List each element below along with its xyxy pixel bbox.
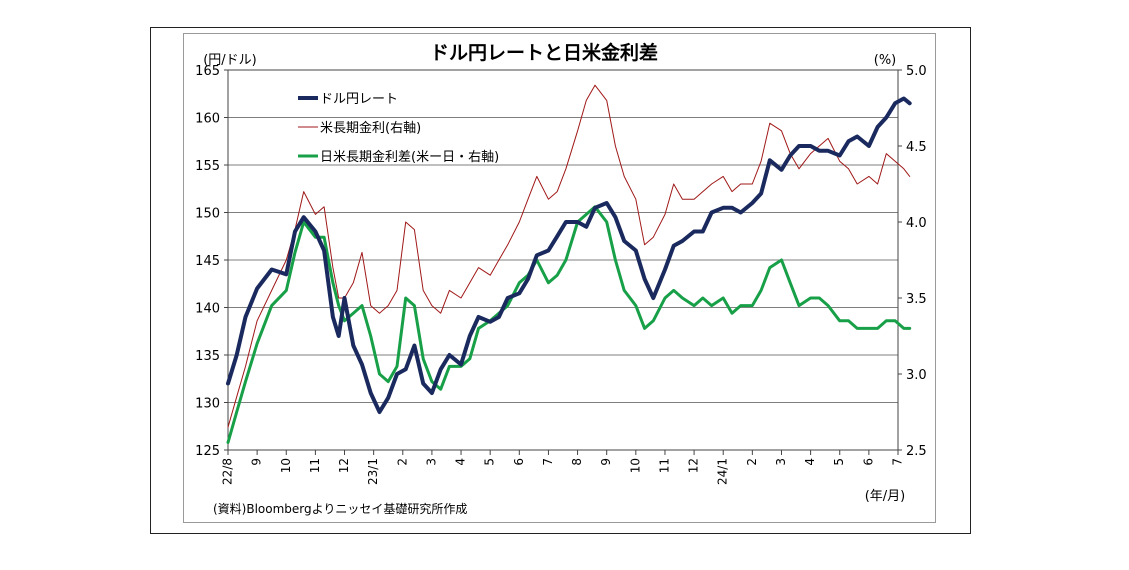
x-tick-label: 12 <box>337 458 351 473</box>
x-tick-label: 10 <box>279 458 293 473</box>
series-line-usdjpy <box>226 96 912 414</box>
left-tick-label: 135 <box>195 349 220 364</box>
x-tick-label: 2 <box>745 458 759 466</box>
axes: 1651601551501451401351301255.04.54.03.53… <box>195 64 927 485</box>
x-tick-label: 11 <box>657 458 671 473</box>
series-lines <box>226 84 912 444</box>
right-tick-label: 3.0 <box>906 368 927 383</box>
x-tick-label: 2 <box>395 458 409 466</box>
left-tick-label: 160 <box>195 112 220 127</box>
left-tick-label: 125 <box>195 444 220 459</box>
x-tick-label: 3 <box>774 458 788 466</box>
x-axis-unit: (年/月) <box>865 489 906 504</box>
x-tick-label: 23/1 <box>366 458 380 485</box>
right-tick-label: 3.5 <box>906 292 927 307</box>
right-tick-label: 2.5 <box>906 444 927 459</box>
x-tick-label: 24/1 <box>716 458 730 485</box>
source-note: (資料)Bloombergよりニッセイ基礎研究所作成 <box>213 501 467 516</box>
x-tick-label: 9 <box>599 458 613 466</box>
left-tick-label: 165 <box>195 64 220 79</box>
x-tick-label: 7 <box>891 458 905 466</box>
x-tick-label: 8 <box>570 458 584 466</box>
x-tick-label: 6 <box>861 458 875 466</box>
left-tick-label: 140 <box>195 302 220 317</box>
x-tick-label: 5 <box>832 458 846 466</box>
left-tick-label: 145 <box>195 254 220 269</box>
left-axis-unit: (円/ドル) <box>203 53 257 68</box>
left-tick-label: 130 <box>195 397 220 412</box>
left-tick-label: 150 <box>195 207 220 222</box>
x-tick-label: 12 <box>687 458 701 473</box>
x-tick-label: 9 <box>250 458 264 466</box>
legend-item-us-yield-label: 米長期金利(右軸) <box>320 120 421 136</box>
x-tick-label: 3 <box>424 458 438 466</box>
legend-item-usdjpy-label: ドル円レート <box>320 92 398 107</box>
right-tick-label: 4.5 <box>906 140 927 155</box>
x-tick-label: 5 <box>483 458 497 466</box>
x-tick-label: 4 <box>454 458 468 466</box>
chart-outer-frame <box>150 27 971 534</box>
left-tick-label: 155 <box>195 159 220 174</box>
x-tick-label: 6 <box>512 458 526 466</box>
x-tick-label: 22/8 <box>221 458 235 485</box>
right-tick-label: 4.0 <box>906 216 927 231</box>
legend-item-spread-label: 日米長期金利差(米ー日・右軸) <box>320 149 499 165</box>
right-axis-unit: (%) <box>874 53 897 68</box>
right-tick-label: 5.0 <box>906 64 927 79</box>
x-tick-label: 11 <box>308 458 322 473</box>
chart-title: ドル円レートと日米金利差 <box>430 41 658 64</box>
x-tick-label: 10 <box>628 458 642 473</box>
x-tick-label: 7 <box>541 458 555 466</box>
series-line-spread <box>226 205 912 444</box>
series-line-us-yield <box>227 84 911 428</box>
chart-inner-frame <box>183 33 936 523</box>
x-tick-label: 4 <box>803 458 817 466</box>
